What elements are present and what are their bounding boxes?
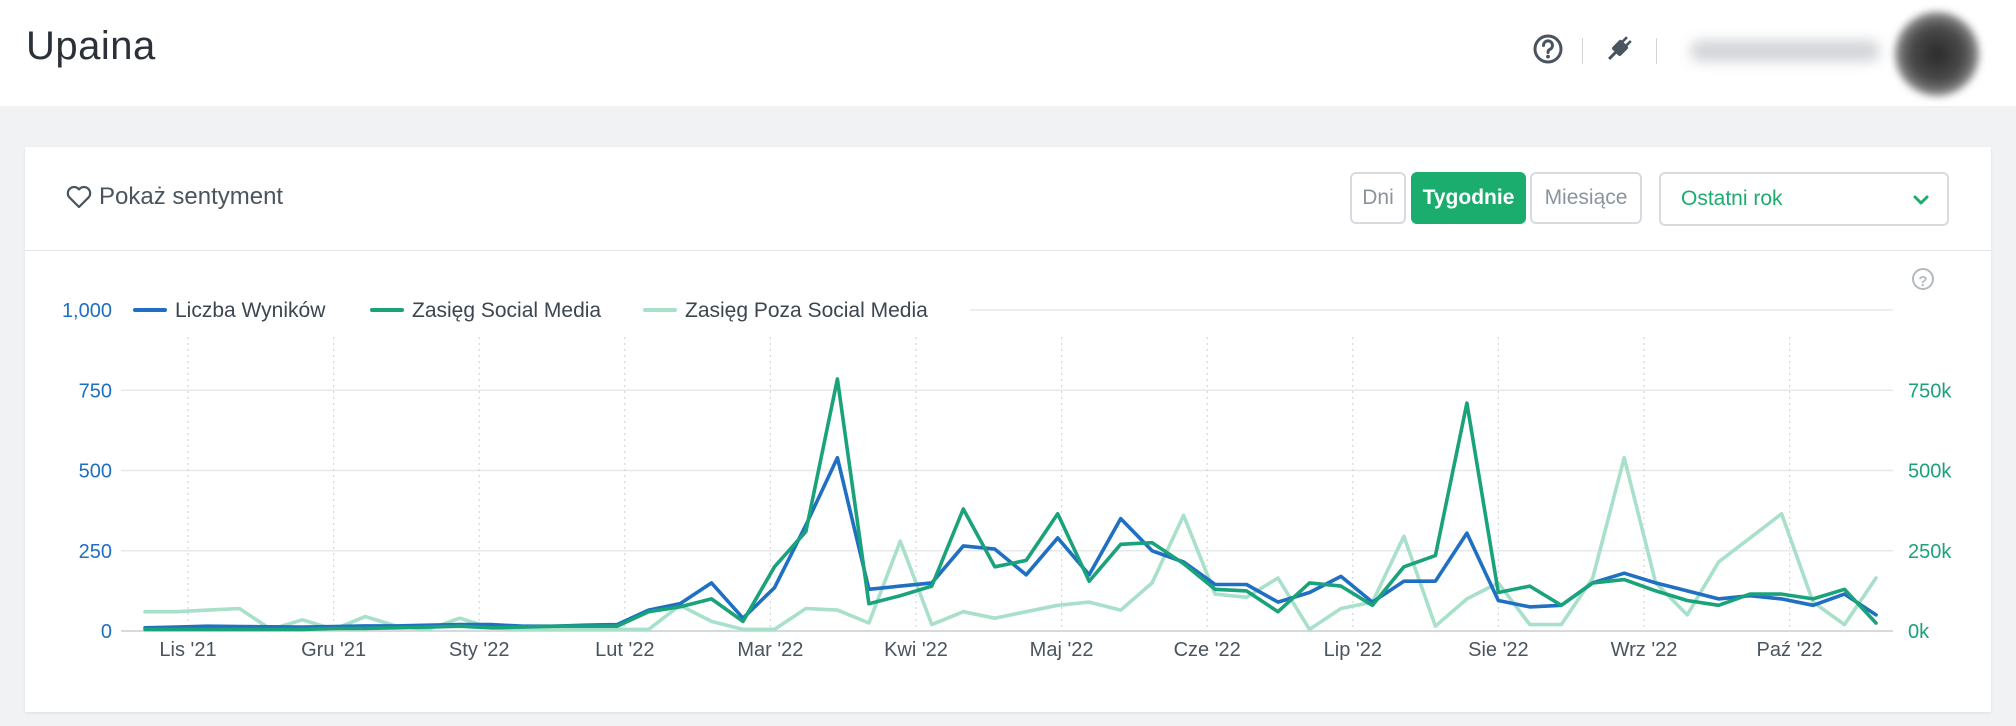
granularity-weeks-button[interactable]: Tygodnie xyxy=(1411,172,1526,224)
x-tick-label: Gru '21 xyxy=(301,639,366,661)
page-title: Upaina xyxy=(26,24,156,68)
top-bar: Upaina xyxy=(0,0,2016,106)
chevron-down-icon xyxy=(1913,195,1929,205)
y-left-tick-label: 500 xyxy=(79,461,112,483)
legend-label[interactable]: Zasięg Poza Social Media xyxy=(685,299,928,322)
y-right-tick-label: 750k xyxy=(1908,380,1952,402)
x-tick-label: Paź '22 xyxy=(1757,639,1823,661)
y-left-tick-label: 750 xyxy=(79,380,112,402)
chart-card: Pokaż sentyment Dni Tygodnie Miesiące Os… xyxy=(25,147,1991,712)
series-line xyxy=(143,377,1878,632)
y-left-tick-label: 250 xyxy=(79,541,112,563)
x-tick-label: Lut '22 xyxy=(595,639,654,661)
help-circle-icon[interactable] xyxy=(1912,268,1934,290)
period-select-value: Ostatni rok xyxy=(1681,187,1783,210)
granularity-months-button[interactable]: Miesiące xyxy=(1530,172,1642,224)
series-line xyxy=(143,455,1878,632)
x-tick-label: Maj '22 xyxy=(1030,639,1094,661)
card-header: Pokaż sentyment Dni Tygodnie Miesiące Os… xyxy=(25,147,1991,251)
y-right-tick-label: 500k xyxy=(1908,461,1952,483)
legend-label[interactable]: Zasięg Social Media xyxy=(412,299,601,322)
granularity-days-button[interactable]: Dni xyxy=(1350,172,1406,224)
y-left-tick-label: 1,000 xyxy=(62,300,112,322)
legend-label[interactable]: Liczba Wyników xyxy=(175,299,326,322)
help-circle-icon[interactable] xyxy=(1531,32,1565,66)
header-divider xyxy=(1656,38,1657,64)
x-tick-label: Sty '22 xyxy=(449,639,510,661)
x-tick-label: Mar '22 xyxy=(737,639,803,661)
show-sentiment-toggle[interactable]: Pokaż sentyment xyxy=(65,183,283,211)
y-right-tick-label: 250k xyxy=(1908,541,1952,563)
show-sentiment-label: Pokaż sentyment xyxy=(99,183,284,210)
x-tick-label: Cze '22 xyxy=(1174,639,1241,661)
x-tick-label: Wrz '22 xyxy=(1611,639,1678,661)
avatar[interactable] xyxy=(1895,12,1979,96)
plug-icon[interactable] xyxy=(1602,32,1636,66)
header-divider xyxy=(1582,38,1583,64)
x-tick-label: Lip '22 xyxy=(1324,639,1382,661)
heart-icon xyxy=(66,185,92,209)
x-tick-label: Sie '22 xyxy=(1468,639,1529,661)
y-left-tick-label: 0 xyxy=(101,621,112,643)
x-tick-label: Lis '21 xyxy=(159,639,216,661)
user-name[interactable] xyxy=(1690,40,1880,62)
x-tick-label: Kwi '22 xyxy=(884,639,948,661)
help-circle-icon-glyph: ? xyxy=(1918,273,1927,290)
trend-chart: Lis '21 Gru '21 Sty '22 Lut '22 Mar '22 Kwi '… xyxy=(62,268,1952,661)
y-right-tick-label: 0k xyxy=(1908,621,1930,643)
period-select[interactable]: Ostatni rok xyxy=(1659,172,1949,226)
